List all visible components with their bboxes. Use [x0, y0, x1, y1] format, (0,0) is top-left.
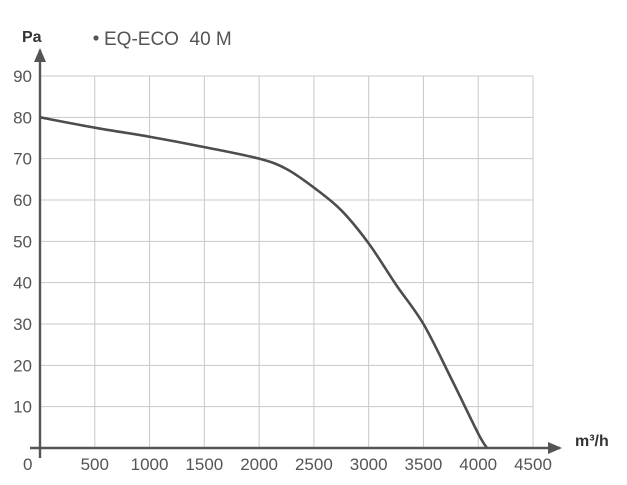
- x-axis-label: m³/h: [575, 433, 609, 450]
- y-tick-label-2: 30: [13, 315, 32, 334]
- tick-labels: 500 1000 1500 2000 2500 3000 3500 4000 450010203…: [13, 67, 552, 474]
- x-tick-label-8: 4500: [514, 455, 552, 474]
- x-tick-label-6: 3500: [405, 455, 443, 474]
- legend-marker-0: [93, 35, 99, 41]
- y-tick-label-6: 70: [13, 150, 32, 169]
- x-tick-label-2: 1500: [185, 455, 223, 474]
- y-tick-label-5: 60: [13, 191, 32, 210]
- x-tick-label-5: 3000: [350, 455, 388, 474]
- y-axis-label: Pa: [22, 29, 42, 46]
- y-tick-label-8: 90: [13, 67, 32, 86]
- legend-label-0: EQ-ECO 40 M: [104, 29, 232, 50]
- y-tick-label-7: 80: [13, 108, 32, 127]
- x-tick-label-0: 500: [81, 455, 109, 474]
- axes: [30, 48, 562, 458]
- legend: EQ-ECO 40 M: [93, 29, 232, 50]
- y-tick-label-1: 20: [13, 356, 32, 375]
- x-tick-label-4: 2500: [295, 455, 333, 474]
- y-tick-label-4: 50: [13, 232, 32, 251]
- origin-label: 0: [23, 455, 32, 474]
- y-tick-label-0: 10: [13, 398, 32, 417]
- x-tick-label-7: 4000: [459, 455, 497, 474]
- series-group: [39, 116, 489, 449]
- grid: [40, 75, 534, 448]
- series-line-0: [39, 116, 489, 449]
- x-tick-label-3: 2000: [240, 455, 278, 474]
- y-tick-label-3: 40: [13, 274, 32, 293]
- x-tick-label-1: 1000: [131, 455, 169, 474]
